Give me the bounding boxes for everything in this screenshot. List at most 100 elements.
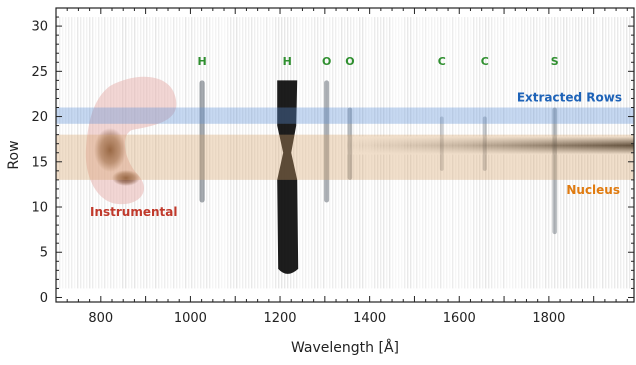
- emission-lines: [199, 80, 557, 274]
- noise-streak: [242, 17, 244, 289]
- y-tick-label: 15: [31, 155, 48, 170]
- noise-streak: [257, 17, 259, 289]
- emission-line-mark: [324, 80, 330, 203]
- region-label: Nucleus: [566, 183, 620, 197]
- noise-streak: [296, 17, 298, 289]
- y-tick-label: 5: [40, 246, 48, 261]
- y-axis-title: Row: [6, 140, 22, 169]
- noise-streak: [191, 17, 193, 289]
- noise-streak: [161, 17, 163, 289]
- emission-line-mark: [552, 107, 557, 235]
- noise-streak: [239, 17, 241, 289]
- emission-line-label: C: [481, 55, 489, 68]
- noise-streak: [68, 17, 70, 289]
- plot-area: [56, 17, 634, 289]
- noise-streak: [134, 17, 136, 289]
- noise-streak: [137, 17, 139, 289]
- noise-streak: [254, 17, 256, 289]
- emission-line-mark: [199, 80, 205, 203]
- instrumental-label: Instrumental: [90, 205, 177, 219]
- noise-streak: [185, 17, 187, 289]
- noise-streak: [194, 17, 196, 289]
- instrumental-core: [94, 128, 126, 172]
- instrumental-tail: [112, 170, 140, 186]
- noise-streak: [80, 17, 82, 289]
- noise-streak: [173, 17, 175, 289]
- x-tick-label: 1000: [174, 311, 207, 326]
- plot-frame: [55, 7, 635, 303]
- x-tick-label: 1800: [532, 311, 565, 326]
- noise-streak: [227, 17, 229, 289]
- x-tick-label: 800: [88, 311, 113, 326]
- noise-streak: [278, 17, 280, 289]
- emission-line-mark: [439, 116, 444, 171]
- noise-streak: [158, 17, 160, 289]
- noise-streak: [200, 17, 202, 289]
- noise-streak: [317, 17, 319, 289]
- noise-streak: [59, 17, 61, 289]
- noise-streak: [335, 17, 337, 289]
- emission-line-label: S: [551, 55, 559, 68]
- noise-streak: [245, 17, 247, 289]
- noise-streak: [209, 17, 211, 289]
- noise-streak: [179, 17, 181, 289]
- noise-streak: [302, 17, 304, 289]
- noise-streak: [305, 17, 307, 289]
- emission-line-label: O: [322, 55, 331, 68]
- y-tick-label: 20: [31, 110, 48, 125]
- y-tick-label: 10: [31, 201, 48, 216]
- noise-streak: [152, 17, 154, 289]
- emission-line-label: C: [438, 55, 446, 68]
- noise-streak: [83, 17, 85, 289]
- noise-streak: [176, 17, 178, 289]
- noise-streak: [71, 17, 73, 289]
- noise-streak: [275, 17, 277, 289]
- noise-streak: [323, 17, 325, 289]
- noise-streak: [251, 17, 253, 289]
- y-tick-label: 25: [31, 65, 48, 80]
- noise-streak: [308, 17, 310, 289]
- x-tick-label: 1400: [353, 311, 386, 326]
- noise-streak: [206, 17, 208, 289]
- noise-streak: [341, 17, 343, 289]
- noise-streak: [65, 17, 67, 289]
- noise-streak: [215, 17, 217, 289]
- noise-streak: [164, 17, 166, 289]
- noise-streak: [155, 17, 157, 289]
- axis-ticks: [55, 8, 634, 302]
- noise-streak: [293, 17, 295, 289]
- instrumental-halo: [85, 76, 177, 205]
- chart-labels: H H O O C C S Extracted Rows Nucleus Instrumental…: [31, 20, 622, 326]
- emission-line-mark: [482, 116, 487, 171]
- x-axis-title: Wavelength [Å]: [291, 339, 399, 356]
- noise-streak: [248, 17, 250, 289]
- noise-streak: [344, 17, 346, 289]
- x-tick-label: 1600: [443, 311, 476, 326]
- noise-streak: [203, 17, 205, 289]
- noise-streak: [329, 17, 331, 289]
- emission-line-mark: [277, 80, 299, 274]
- noise-streak: [314, 17, 316, 289]
- noise-streak: [260, 17, 262, 289]
- noise-streak: [170, 17, 172, 289]
- region-band: [56, 134, 634, 180]
- emission-line-label: H: [197, 55, 206, 68]
- noise-streak: [263, 17, 265, 289]
- nucleus-continuum: [347, 136, 634, 155]
- noise-streak: [233, 17, 235, 289]
- continuum-fade: [347, 136, 634, 155]
- noise-streak: [77, 17, 79, 289]
- noise-streak: [320, 17, 322, 289]
- noise-streak: [197, 17, 199, 289]
- noise-streak: [236, 17, 238, 289]
- noise-streak: [149, 17, 151, 289]
- region-label: Extracted Rows: [517, 91, 622, 105]
- noise-streak: [146, 17, 148, 289]
- noise-streak: [212, 17, 214, 289]
- region-band: [56, 107, 634, 124]
- noise-streak: [266, 17, 268, 289]
- noise-streak: [131, 17, 133, 289]
- y-tick-label: 0: [40, 291, 48, 306]
